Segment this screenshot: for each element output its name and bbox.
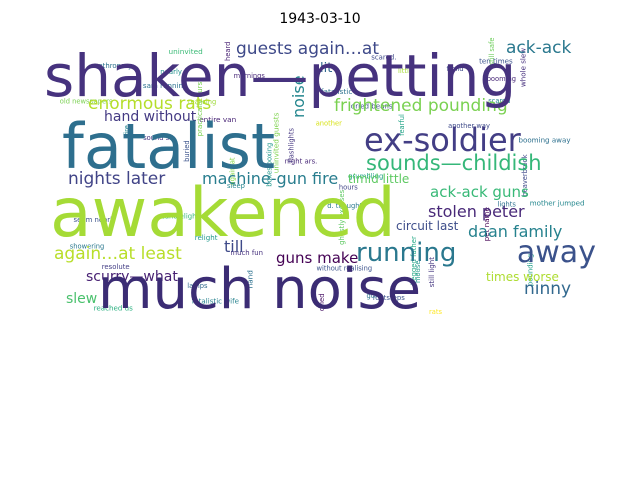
word-running: running	[356, 238, 456, 268]
word-ninny: ninny	[524, 279, 571, 299]
word-much-noise: much noise	[98, 257, 421, 322]
word-circuit-last: circuit last	[396, 219, 459, 233]
word-fatalist: fatalist	[62, 110, 275, 183]
word-whole-slew: whole slew	[518, 48, 527, 87]
word-away: away	[517, 235, 596, 270]
word-old-newspapers: old newspapers	[60, 98, 113, 106]
word-scared: scared	[488, 97, 510, 105]
word-resolute: resolute	[102, 263, 130, 271]
word-lamps: lamps	[187, 282, 208, 290]
word-hand: hand	[245, 270, 254, 288]
word-lit: lit	[320, 61, 332, 76]
word-noise: noise	[289, 75, 308, 118]
word-timid: timid	[447, 65, 464, 73]
word-grumbling: grumbling	[348, 172, 383, 180]
word-flashlights: flashlights	[287, 128, 295, 163]
word-sam-running: sam running	[143, 81, 188, 90]
word-lights: lights	[498, 201, 517, 209]
word-dried: dried	[318, 293, 326, 311]
word-relight: relight	[195, 233, 218, 242]
word-awakened: awakened	[50, 174, 396, 253]
word-realising: realising	[188, 98, 216, 106]
word-ack-ack: ack-ack	[506, 38, 572, 58]
word-enormous-rats: enormous rats	[88, 94, 211, 114]
word-mornings: mornings	[234, 72, 266, 80]
word-machine-gun-fire: machine-gun fire	[202, 169, 338, 188]
word-fatalistic-wife: fatalistic wife	[192, 297, 239, 306]
word-times-worse: times worse	[486, 270, 559, 284]
word-boxes-boxing: boxes boxing	[266, 143, 274, 187]
word-again-at-least: again…at least	[54, 244, 182, 264]
word-scurry-what: scurry—what	[86, 269, 178, 285]
word-sleep: sleep	[227, 182, 245, 190]
word-hand-without: hand without	[104, 109, 197, 125]
word-stolen-peter: stolen peter	[428, 202, 525, 221]
word-frightened-pounding: frightened pounding	[334, 96, 508, 116]
word-till: till	[224, 237, 244, 256]
word-guests-again-at: guests again…at	[236, 39, 379, 59]
word-mother-jumped: mother jumped	[530, 199, 585, 208]
word-still-light: still light	[427, 257, 436, 288]
word-fearful: fearful	[398, 114, 406, 136]
word-again-at: again.at	[228, 157, 236, 186]
word-timid-little: timid little	[348, 172, 409, 186]
word-ghostly-excuses: ghostly excuses	[338, 189, 346, 244]
word-anthropory: anthropory	[94, 62, 132, 70]
word-another-way: another way	[448, 122, 490, 130]
word-fire: fire	[123, 125, 131, 136]
word-d-thought: d. thought	[327, 202, 362, 210]
word-uninvited: uninvited	[169, 47, 203, 56]
word-footsteps: footsteps	[373, 294, 405, 302]
word-another: another	[316, 119, 342, 127]
word-begged-father: begged father	[410, 236, 418, 285]
word-without-realising: without realising	[317, 265, 373, 273]
word-much-fun: much fun	[230, 249, 263, 257]
word-sound-sc: sound sc.	[143, 134, 175, 142]
word-scared: scared.	[371, 54, 396, 62]
word-heard: heard	[224, 42, 232, 61]
cloud-background	[44, 38, 596, 324]
word-ex-soldier: ex-soldier	[364, 121, 522, 159]
word-hours: hours	[339, 183, 358, 191]
word-nearly: nearly	[160, 68, 182, 76]
word-reached-us: reached us	[94, 304, 133, 313]
word-beaverbrook: beaverbrook	[521, 154, 529, 196]
word-nights-later: nights later	[68, 169, 165, 189]
word-mouse: mouse	[414, 261, 422, 283]
word-shaken-petting: shaken—petting	[44, 42, 516, 110]
word-ack-ack-guns: ack-ack guns	[430, 183, 529, 201]
word-pet-name: pet name	[482, 207, 491, 241]
word-dried-beans: dried beans	[351, 102, 393, 111]
word-candlelight: candlelight	[161, 213, 199, 221]
word-still-safe: still safe	[488, 38, 496, 66]
word-rats: rats	[429, 308, 442, 316]
word-guns: guns	[367, 292, 384, 300]
word-fatalistic: fatalistic	[321, 87, 353, 96]
word-booming: booming	[487, 75, 516, 83]
word-buried: buried	[183, 140, 191, 161]
chart-title: 1943-03-10	[279, 11, 361, 27]
word-booming-away: booming away	[519, 136, 571, 145]
word-practically-burst: practically burst	[195, 79, 204, 137]
word-pounding: pounding	[526, 254, 534, 286]
word-night-ars: night ars.	[285, 157, 318, 165]
word-little: little	[398, 67, 413, 75]
word-showering: showering	[70, 243, 105, 251]
word-guns-make: guns make	[276, 249, 358, 267]
word-slew: slew	[66, 291, 97, 307]
word-uninvited-guests: uninvited guests	[272, 112, 281, 173]
word-ten-times: ten times	[479, 57, 513, 66]
word-daan-family: daan family	[468, 222, 562, 241]
word-entire-van: entire van	[199, 115, 236, 124]
word-seem-nearly: seem nearly	[74, 216, 117, 224]
word-sounds-childish: sounds—childish	[366, 151, 542, 175]
